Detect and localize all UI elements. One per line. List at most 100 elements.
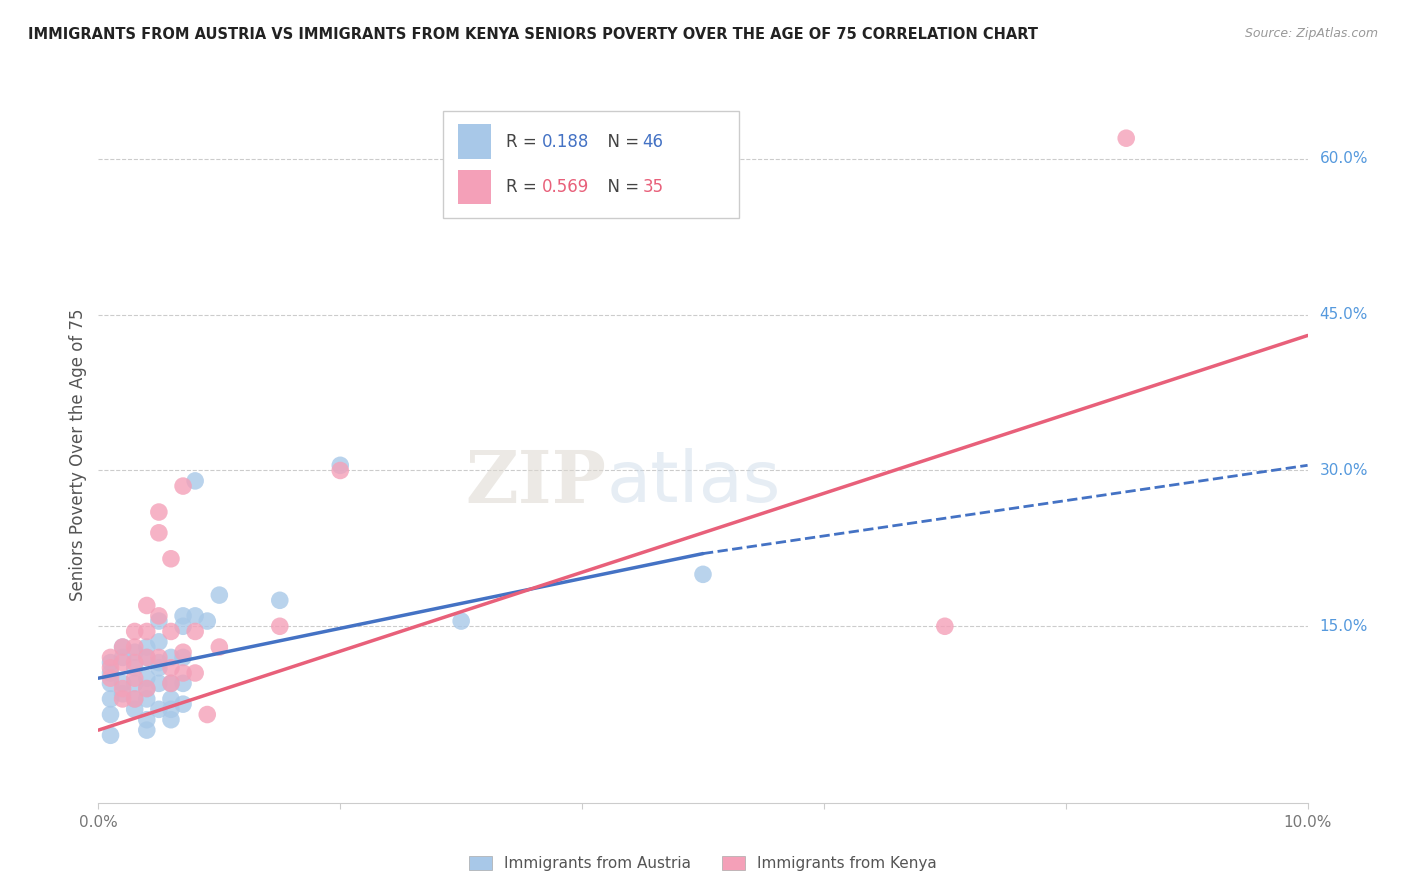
Point bbox=[124, 645, 146, 659]
Point bbox=[184, 624, 207, 639]
Point bbox=[160, 661, 183, 675]
Point bbox=[208, 640, 231, 654]
Point bbox=[124, 661, 146, 675]
Point bbox=[195, 614, 218, 628]
Point bbox=[172, 697, 194, 711]
Point bbox=[135, 692, 157, 706]
Point bbox=[208, 588, 231, 602]
Point bbox=[111, 676, 134, 690]
Point bbox=[100, 707, 122, 722]
Point bbox=[160, 676, 183, 690]
Point bbox=[135, 624, 157, 639]
Point bbox=[148, 525, 170, 540]
Point bbox=[111, 650, 134, 665]
Text: 45.0%: 45.0% bbox=[1320, 307, 1368, 322]
Point bbox=[184, 665, 207, 680]
Point bbox=[111, 640, 134, 654]
Point bbox=[148, 661, 170, 675]
Point bbox=[195, 707, 218, 722]
Point bbox=[135, 650, 157, 665]
Text: 15.0%: 15.0% bbox=[1320, 619, 1368, 633]
Point bbox=[124, 702, 146, 716]
Point bbox=[100, 650, 122, 665]
Point bbox=[135, 671, 157, 685]
Point bbox=[111, 681, 134, 696]
Text: Source: ZipAtlas.com: Source: ZipAtlas.com bbox=[1244, 27, 1378, 40]
Point bbox=[934, 619, 956, 633]
Point bbox=[269, 619, 291, 633]
Point bbox=[160, 650, 183, 665]
Point bbox=[100, 676, 122, 690]
Point bbox=[148, 676, 170, 690]
Point bbox=[124, 676, 146, 690]
Point bbox=[148, 702, 170, 716]
Point bbox=[100, 656, 122, 670]
Point bbox=[172, 619, 194, 633]
Legend: Immigrants from Austria, Immigrants from Kenya: Immigrants from Austria, Immigrants from… bbox=[461, 848, 945, 879]
Text: 0.188: 0.188 bbox=[543, 133, 589, 151]
Text: 46: 46 bbox=[643, 133, 664, 151]
Point bbox=[172, 479, 194, 493]
Point bbox=[160, 624, 183, 639]
Point bbox=[100, 671, 122, 685]
Point bbox=[135, 723, 157, 738]
Point bbox=[124, 692, 146, 706]
Point bbox=[111, 687, 134, 701]
Point bbox=[172, 608, 194, 623]
Point bbox=[100, 661, 122, 675]
Point bbox=[160, 713, 183, 727]
Point bbox=[184, 608, 207, 623]
Point bbox=[160, 692, 183, 706]
Point bbox=[148, 635, 170, 649]
Point bbox=[148, 650, 170, 665]
Point bbox=[329, 463, 352, 477]
Point bbox=[450, 614, 472, 628]
Point bbox=[1115, 131, 1137, 145]
Text: 60.0%: 60.0% bbox=[1320, 152, 1368, 167]
Text: N =: N = bbox=[596, 178, 644, 196]
Point bbox=[100, 665, 122, 680]
Point bbox=[124, 671, 146, 685]
Point bbox=[135, 681, 157, 696]
Point bbox=[135, 640, 157, 654]
Point bbox=[160, 702, 183, 716]
Point bbox=[135, 599, 157, 613]
Point bbox=[111, 640, 134, 654]
Point bbox=[160, 551, 183, 566]
Point bbox=[184, 474, 207, 488]
Point bbox=[124, 624, 146, 639]
Text: R =: R = bbox=[506, 178, 541, 196]
Text: atlas: atlas bbox=[606, 449, 780, 517]
Point bbox=[135, 713, 157, 727]
Text: IMMIGRANTS FROM AUSTRIA VS IMMIGRANTS FROM KENYA SENIORS POVERTY OVER THE AGE OF: IMMIGRANTS FROM AUSTRIA VS IMMIGRANTS FR… bbox=[28, 27, 1038, 42]
Point bbox=[172, 676, 194, 690]
FancyBboxPatch shape bbox=[457, 169, 492, 204]
Point bbox=[148, 656, 170, 670]
Point bbox=[148, 505, 170, 519]
Text: 30.0%: 30.0% bbox=[1320, 463, 1368, 478]
Point bbox=[124, 692, 146, 706]
Point bbox=[100, 728, 122, 742]
Point bbox=[160, 676, 183, 690]
Point bbox=[135, 650, 157, 665]
FancyBboxPatch shape bbox=[443, 111, 740, 219]
Point bbox=[148, 614, 170, 628]
Point bbox=[111, 656, 134, 670]
Point bbox=[100, 692, 122, 706]
FancyBboxPatch shape bbox=[457, 124, 492, 159]
Point bbox=[172, 645, 194, 659]
Point bbox=[329, 458, 352, 473]
Text: ZIP: ZIP bbox=[465, 447, 606, 518]
Point bbox=[269, 593, 291, 607]
Point bbox=[172, 665, 194, 680]
Text: 35: 35 bbox=[643, 178, 664, 196]
Point bbox=[111, 692, 134, 706]
Point bbox=[124, 640, 146, 654]
Point bbox=[692, 567, 714, 582]
Point bbox=[148, 608, 170, 623]
Point bbox=[135, 681, 157, 696]
Text: 0.569: 0.569 bbox=[543, 178, 589, 196]
Text: R =: R = bbox=[506, 133, 541, 151]
Text: N =: N = bbox=[596, 133, 644, 151]
Point bbox=[172, 650, 194, 665]
